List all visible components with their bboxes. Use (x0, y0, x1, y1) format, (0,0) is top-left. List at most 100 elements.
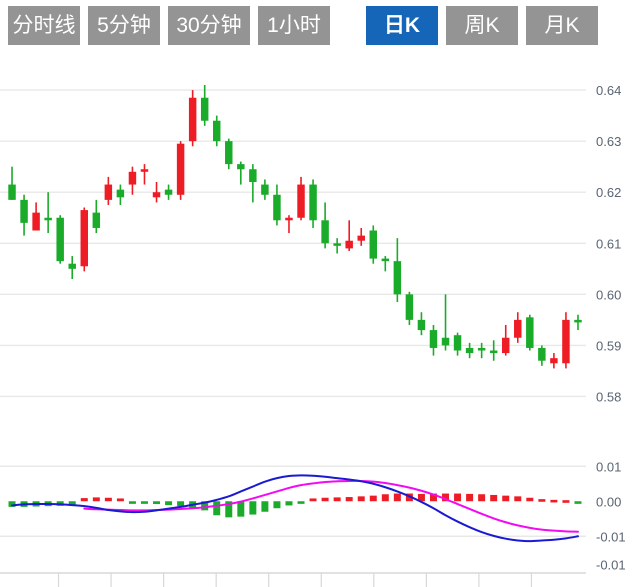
candle-body-47 (574, 319, 582, 323)
macd-bar-44 (538, 499, 546, 502)
candle-body-43 (526, 317, 534, 348)
candle-body-15 (188, 97, 197, 142)
candle-body-39 (477, 347, 486, 351)
candle-body-25 (309, 184, 317, 221)
candle-body-37 (453, 335, 462, 351)
price-axis-label-1: 0.63 (596, 134, 621, 149)
macd-bar-42 (514, 496, 522, 502)
macd-bar-18 (225, 501, 233, 518)
candle-body-24 (297, 184, 305, 218)
price-gridlines (0, 89, 586, 398)
macd-bar-9 (116, 498, 124, 502)
timeframe-tab-1[interactable]: 5分钟 (88, 6, 160, 45)
candle-body-6 (80, 210, 89, 267)
candle-body-23 (285, 217, 293, 221)
candle-body-38 (465, 347, 474, 354)
macd-bar-5 (68, 501, 76, 506)
macd-bar-45 (550, 499, 558, 503)
macd-bar-7 (92, 497, 100, 502)
timeframe-tab-6[interactable]: 月K (526, 6, 598, 45)
macd-bar-25 (309, 498, 317, 502)
price-axis-label-6: 0.58 (596, 389, 621, 404)
macd-bar-12 (153, 501, 161, 505)
macd-bar-46 (562, 500, 570, 503)
macd-bar-20 (249, 501, 257, 515)
candle-body-46 (562, 319, 570, 364)
timeframe-tab-2[interactable]: 30分钟 (168, 6, 250, 45)
price-axis-label-4: 0.60 (596, 287, 621, 302)
price-axis-label-3: 0.61 (596, 236, 621, 251)
timeframe-tab-5[interactable]: 周K (446, 6, 518, 45)
chart-area[interactable]: 0.64 0.63 0.62 0.61 0.60 0.59 0.58 0.01 0.00 -0.… (0, 46, 636, 587)
macd-dif-line (11, 474, 579, 543)
candle-body-8 (104, 184, 113, 200)
macd-bar-26 (321, 497, 329, 502)
macd-lines (11, 474, 579, 543)
macd-bar-34 (417, 493, 425, 502)
macd-bar-23 (285, 501, 293, 506)
candle-body-28 (345, 240, 353, 249)
macd-bar-38 (466, 493, 474, 502)
macd-bar-24 (297, 501, 305, 504)
candle-body-27 (333, 243, 341, 246)
candle-body-32 (393, 261, 402, 295)
candle-body-9 (116, 189, 125, 198)
macd-axis-label-3: -0.01 (596, 557, 626, 572)
price-axis-label-0: 0.64 (596, 83, 621, 98)
macd-gridlines (0, 465, 586, 537)
candle-body-42 (514, 319, 522, 338)
candlestick-series (8, 84, 582, 369)
macd-bar-40 (490, 494, 498, 502)
macd-bar-17 (213, 501, 221, 516)
timeframe-tab-4[interactable]: 日K (366, 6, 438, 45)
candle-body-19 (237, 164, 245, 170)
macd-bar-41 (502, 495, 510, 502)
candle-body-5 (68, 263, 76, 269)
macd-axis-label-1: 0.00 (596, 494, 621, 509)
macd-axis-labels: 0.01 0.00 -0.01 -0.01 (596, 459, 626, 572)
candle-body-21 (261, 184, 269, 195)
candle-body-16 (200, 97, 209, 121)
candle-body-1 (20, 199, 28, 223)
candle-body-33 (405, 294, 414, 320)
candle-body-11 (140, 169, 149, 172)
price-and-macd-chart: 0.64 0.63 0.62 0.61 0.60 0.59 0.58 0.01 0.00 -0.… (0, 83, 626, 587)
timeframe-tab-0[interactable]: 分时线 (8, 6, 80, 45)
candle-body-45 (550, 358, 558, 364)
macd-bar-22 (273, 501, 281, 509)
timeframe-tab-3[interactable]: 1小时 (258, 6, 330, 45)
candle-body-40 (489, 350, 498, 354)
macd-bar-29 (357, 496, 365, 502)
macd-bar-21 (261, 501, 269, 512)
macd-bar-28 (345, 497, 353, 502)
candle-body-22 (273, 194, 281, 221)
macd-bar-31 (381, 494, 389, 502)
candle-body-41 (501, 337, 510, 354)
macd-bar-6 (80, 498, 88, 502)
candle-body-14 (176, 143, 185, 195)
macd-dea-line (83, 479, 579, 533)
macd-bar-37 (454, 493, 462, 502)
candle-body-20 (249, 169, 257, 182)
macd-bar-14 (177, 501, 185, 507)
macd-bar-27 (333, 497, 341, 502)
macd-histogram (8, 493, 582, 518)
price-axis-label-2: 0.62 (596, 185, 621, 200)
candle-body-31 (381, 258, 390, 262)
macd-bar-35 (429, 493, 437, 502)
candle-body-18 (225, 141, 233, 165)
candle-body-44 (538, 347, 546, 361)
macd-bar-39 (478, 494, 486, 502)
price-axis-label-5: 0.59 (596, 338, 621, 353)
x-axis (0, 572, 586, 587)
macd-bar-16 (201, 501, 209, 511)
candle-body-7 (92, 212, 101, 228)
macd-bar-0 (8, 501, 16, 507)
candle-body-3 (44, 217, 52, 221)
macd-bar-13 (165, 501, 173, 506)
macd-bar-11 (140, 501, 148, 504)
macd-bar-36 (442, 493, 450, 502)
price-axis-labels: 0.64 0.63 0.62 0.61 0.60 0.59 0.58 (596, 83, 621, 404)
macd-bar-19 (237, 501, 245, 517)
